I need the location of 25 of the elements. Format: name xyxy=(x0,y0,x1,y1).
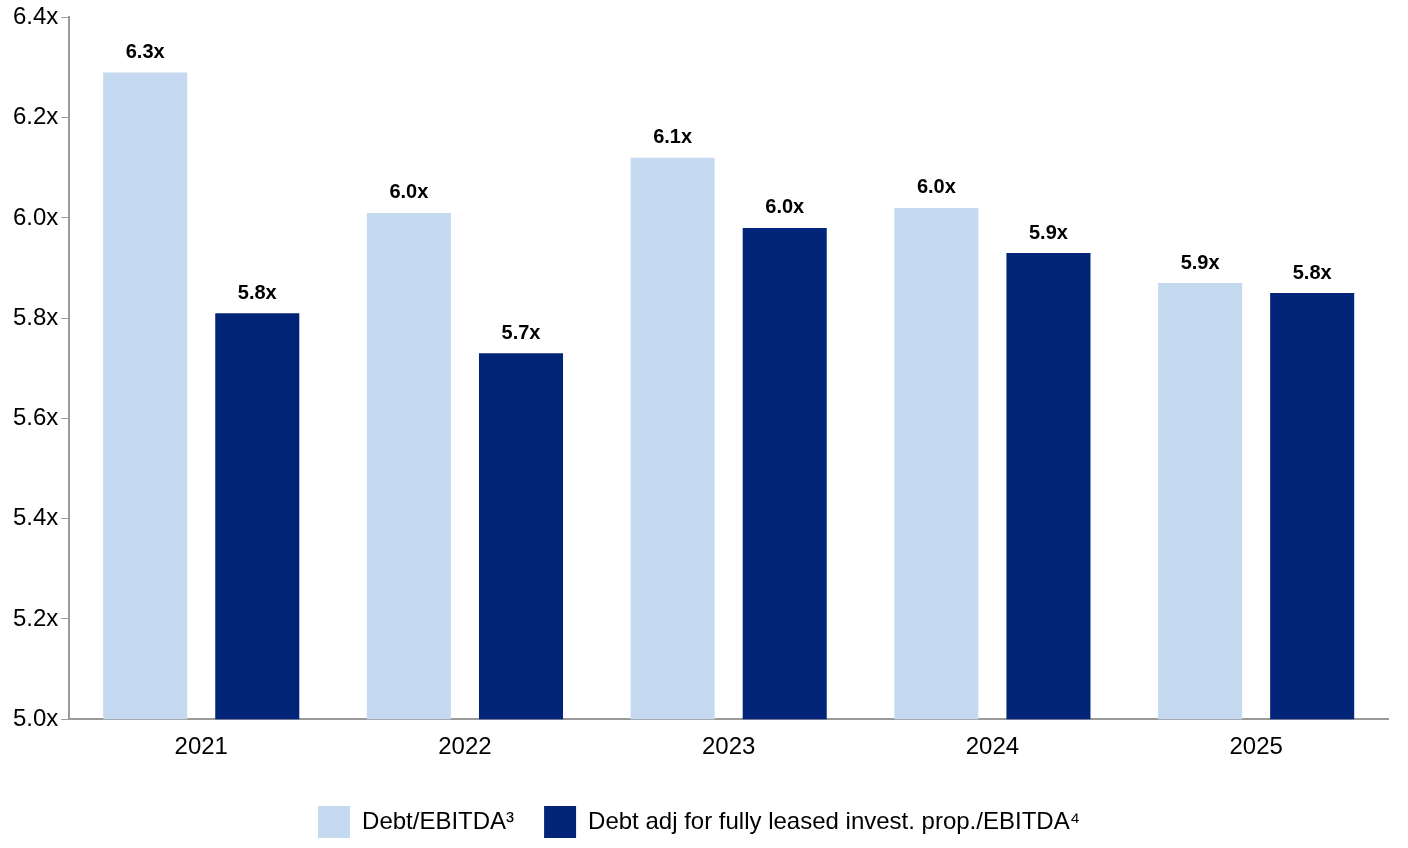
data-label: 6.3x xyxy=(125,40,165,63)
x-tick-label: 2025 xyxy=(1229,732,1283,760)
data-label: 5.9x xyxy=(1028,220,1068,243)
x-tick-label: 2021 xyxy=(174,732,228,760)
x-tick-label: 2022 xyxy=(438,732,492,760)
y-tick-label: 5.0x xyxy=(12,703,59,731)
y-tick-label: 5.8x xyxy=(12,302,59,330)
y-tick-label: 6.0x xyxy=(12,202,59,230)
y-tick-label: 5.4x xyxy=(12,503,59,531)
x-tick-label: 2024 xyxy=(965,732,1020,760)
data-label: 6.0x xyxy=(916,175,956,198)
y-tick-label: 6.4x xyxy=(12,2,59,30)
y-tick-label: 6.2x xyxy=(12,102,59,130)
data-label: 6.0x xyxy=(765,195,805,218)
legend-label: Debt/EBITDA³ xyxy=(362,806,515,834)
data-label: 5.9x xyxy=(1180,250,1220,273)
data-label: 5.8x xyxy=(237,280,277,303)
data-label: 6.1x xyxy=(653,125,693,148)
legend-label: Debt adj for fully leased invest. prop./EBITDA⁴ xyxy=(588,806,1080,834)
data-label: 5.7x xyxy=(501,320,541,343)
y-tick-label: 5.2x xyxy=(12,603,59,631)
x-tick-label: 2023 xyxy=(701,732,756,760)
data-label: 5.8x xyxy=(1292,260,1332,283)
data-label: 6.0x xyxy=(389,180,429,203)
y-tick-label: 5.6x xyxy=(12,403,59,431)
